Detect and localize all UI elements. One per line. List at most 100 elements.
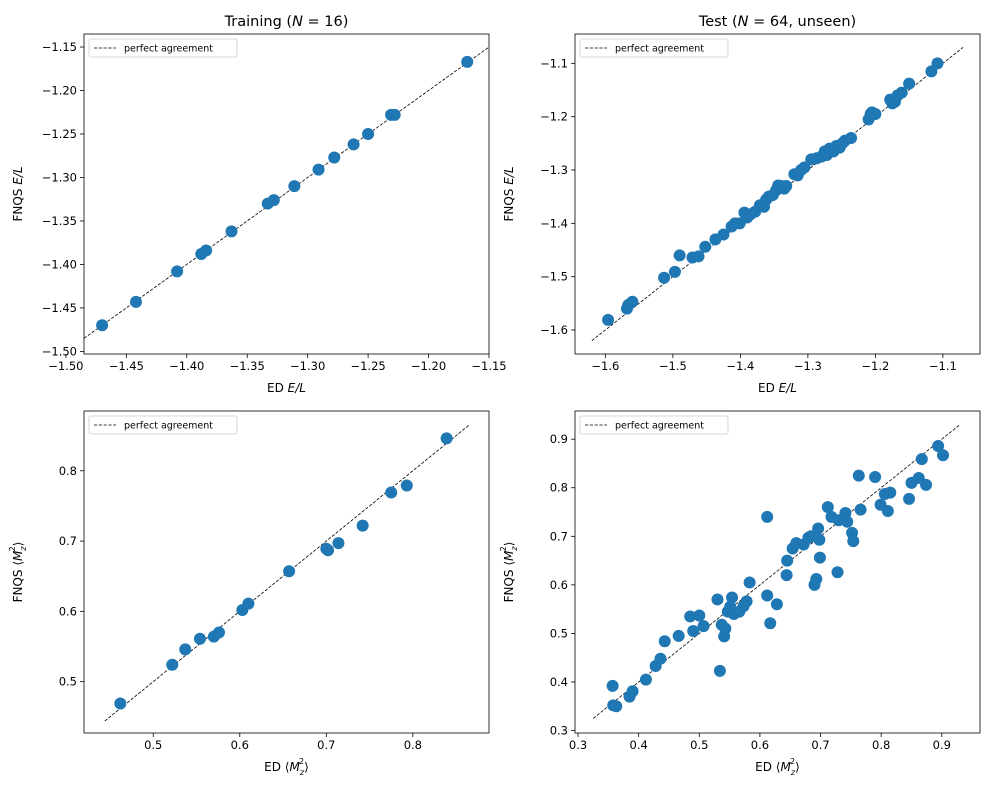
data-point: [841, 515, 854, 528]
text-part: ED ⟨: [755, 760, 780, 774]
text-part: 2: [299, 757, 304, 766]
axes-frame: [574, 410, 981, 734]
data-point: [831, 566, 844, 579]
text-part: FNQS ⟨: [11, 561, 25, 602]
x-tick-label: −1.40: [169, 359, 204, 373]
data-point: [684, 610, 697, 623]
y-tick-label: −1.35: [42, 214, 77, 228]
x-tick-label: −1.20: [411, 359, 446, 373]
y-tick-label: 0.7: [550, 529, 568, 543]
text-part: Training (: [224, 14, 292, 30]
data-point: [658, 635, 671, 648]
data-point: [903, 492, 916, 505]
y-tick-label: −1.20: [42, 84, 77, 98]
data-point: [673, 249, 686, 262]
data-point: [761, 510, 774, 523]
text-part: = 64, unseen): [749, 14, 857, 30]
x-tick-label: 0.3: [569, 738, 587, 752]
legend: perfect agreement: [579, 415, 729, 435]
y-tick-label: −1.25: [42, 127, 77, 141]
data-point: [915, 453, 928, 466]
data-point: [385, 486, 398, 499]
y-tick-label: 0.8: [59, 464, 77, 478]
text-part: z: [299, 768, 305, 777]
text-part: M: [289, 760, 300, 774]
y-tick-label: −1.4: [540, 216, 568, 230]
data-point: [932, 439, 945, 452]
y-tick-label: −1.40: [42, 257, 77, 271]
x-tick-label: 0.9: [933, 738, 951, 752]
text-part: z: [510, 546, 519, 552]
data-point: [225, 225, 238, 238]
data-point: [606, 679, 619, 692]
legend-label: perfect agreement: [615, 421, 704, 432]
text-part: FNQS ⟨: [502, 561, 516, 602]
x-tick-label: −1.1: [929, 359, 957, 373]
data-point: [884, 486, 897, 499]
legend-frame: [579, 38, 729, 58]
data-point: [847, 535, 860, 548]
text-part: 2: [499, 546, 508, 551]
y-tick-label: 0.6: [550, 578, 568, 592]
y-tick-label: 0.7: [59, 534, 77, 548]
legend-frame: [579, 415, 729, 435]
text-part: N: [738, 14, 749, 30]
data-point: [812, 522, 825, 535]
x-tick-label: −1.35: [230, 359, 265, 373]
text-part: z: [19, 546, 28, 552]
text-part: ⟩: [502, 542, 516, 547]
axes-frame: [83, 33, 490, 355]
data-point: [761, 589, 774, 602]
y-tick-label: 0.8: [550, 481, 568, 495]
data-point: [692, 250, 705, 263]
y-axis-label: FNQS E/L: [11, 166, 25, 221]
data-point: [400, 479, 413, 492]
x-tick-label: −1.50: [48, 359, 83, 373]
x-tick-label: −1.45: [109, 359, 144, 373]
data-point: [114, 697, 127, 710]
data-point: [672, 629, 685, 642]
data-point: [242, 597, 255, 610]
data-point: [283, 565, 296, 578]
data-point: [713, 664, 726, 677]
text-part: ⟩: [795, 760, 800, 774]
data-point: [96, 319, 109, 332]
data-point: [129, 295, 142, 308]
x-tick-label: −1.15: [471, 359, 506, 373]
legend: perfect agreement: [579, 38, 729, 58]
data-point: [179, 643, 192, 656]
text-part: ⟩: [304, 760, 309, 774]
text-part: E/L: [502, 166, 516, 184]
x-tick-label: −1.2: [861, 359, 889, 373]
data-point: [347, 138, 360, 151]
x-axis-label: ED E/L: [758, 381, 797, 395]
data-point: [461, 55, 474, 68]
text-part: N: [292, 14, 303, 30]
data-point: [740, 595, 753, 608]
text-part: 2: [790, 757, 795, 766]
legend-label: perfect agreement: [124, 44, 213, 55]
text-part: M: [780, 760, 791, 774]
text-part: M: [502, 550, 516, 561]
legend: perfect agreement: [88, 415, 238, 435]
data-point: [895, 86, 908, 99]
chart-title: Training (N = 16): [224, 14, 349, 30]
data-point: [852, 469, 865, 482]
data-point: [213, 626, 225, 639]
y-tick-label: 0.4: [550, 675, 568, 689]
text-part: E/L: [11, 166, 25, 184]
data-point: [322, 544, 335, 557]
data-point: [719, 622, 732, 635]
y-tick-label: 0.3: [550, 724, 568, 738]
x-axis-label: ED ⟨Mz 2⟩: [755, 757, 800, 777]
x-tick-label: 0.5: [144, 738, 162, 752]
data-point: [288, 180, 301, 193]
text-part: ED: [758, 381, 779, 395]
data-point: [626, 685, 639, 698]
data-point: [780, 180, 793, 192]
data-point: [813, 533, 826, 546]
data-point: [658, 271, 671, 284]
x-tick-label: 0.7: [317, 738, 335, 752]
data-point: [903, 77, 916, 90]
x-tick-label: 0.8: [404, 738, 422, 752]
